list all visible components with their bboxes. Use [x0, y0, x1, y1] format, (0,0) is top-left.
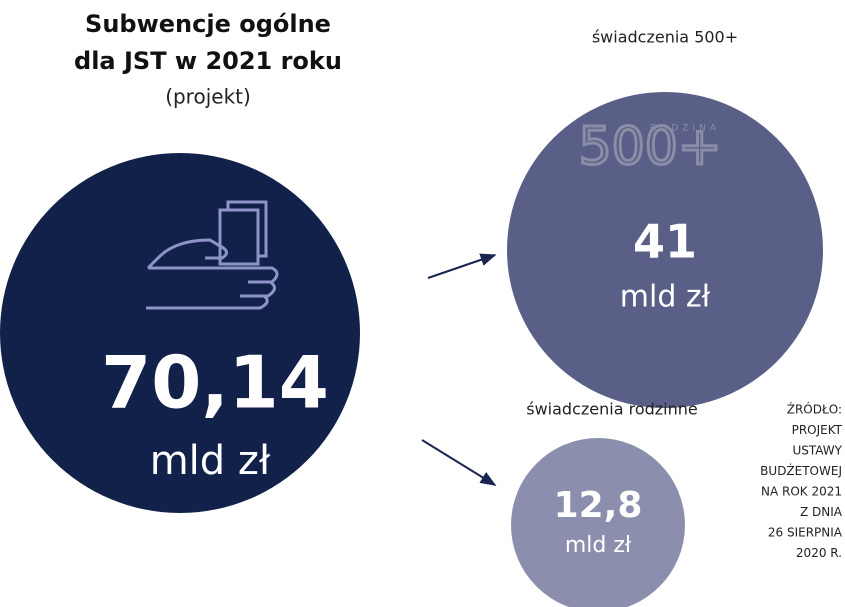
arrow	[427, 253, 497, 279]
source-line: 26 SIERPNIA	[768, 526, 843, 540]
item-unit: mld zł	[620, 280, 711, 315]
arrow	[421, 439, 497, 486]
main-amount: 70,14	[101, 341, 329, 425]
source-line: BUDŻETOWEJ	[760, 463, 842, 478]
main-circle	[0, 153, 360, 513]
item-label: świadczenia 500+	[592, 28, 738, 47]
main-unit: mld zł	[150, 438, 271, 484]
source: ŹRÓDŁO: PROJEKT USTAWY BUDŻETOWEJ NA ROK 202…	[760, 402, 843, 561]
item-circle	[511, 438, 685, 607]
subtitle: (projekt)	[165, 85, 251, 109]
source-line: ŹRÓDŁO:	[787, 402, 842, 417]
item-amount: 41	[633, 215, 697, 269]
hand-icon	[146, 200, 279, 310]
item-circle	[507, 92, 823, 408]
title-line: dla JST w 2021 roku	[74, 47, 342, 75]
source-line: Z DNIA	[800, 505, 843, 519]
source-line: PROJEKT	[792, 423, 843, 437]
logo: 500+	[579, 117, 722, 177]
source-line: NA ROK 2021	[761, 485, 842, 499]
logo-small: RODZINA	[650, 124, 720, 134]
source-line: 2020 R.	[796, 546, 842, 560]
item-unit: mld zł	[565, 533, 632, 558]
item-amount: 12,8	[554, 485, 643, 526]
source-line: USTAWY	[792, 444, 842, 458]
item-label: świadczenia rodzinne	[526, 400, 697, 419]
title-line: Subwencje ogólne	[85, 10, 331, 38]
